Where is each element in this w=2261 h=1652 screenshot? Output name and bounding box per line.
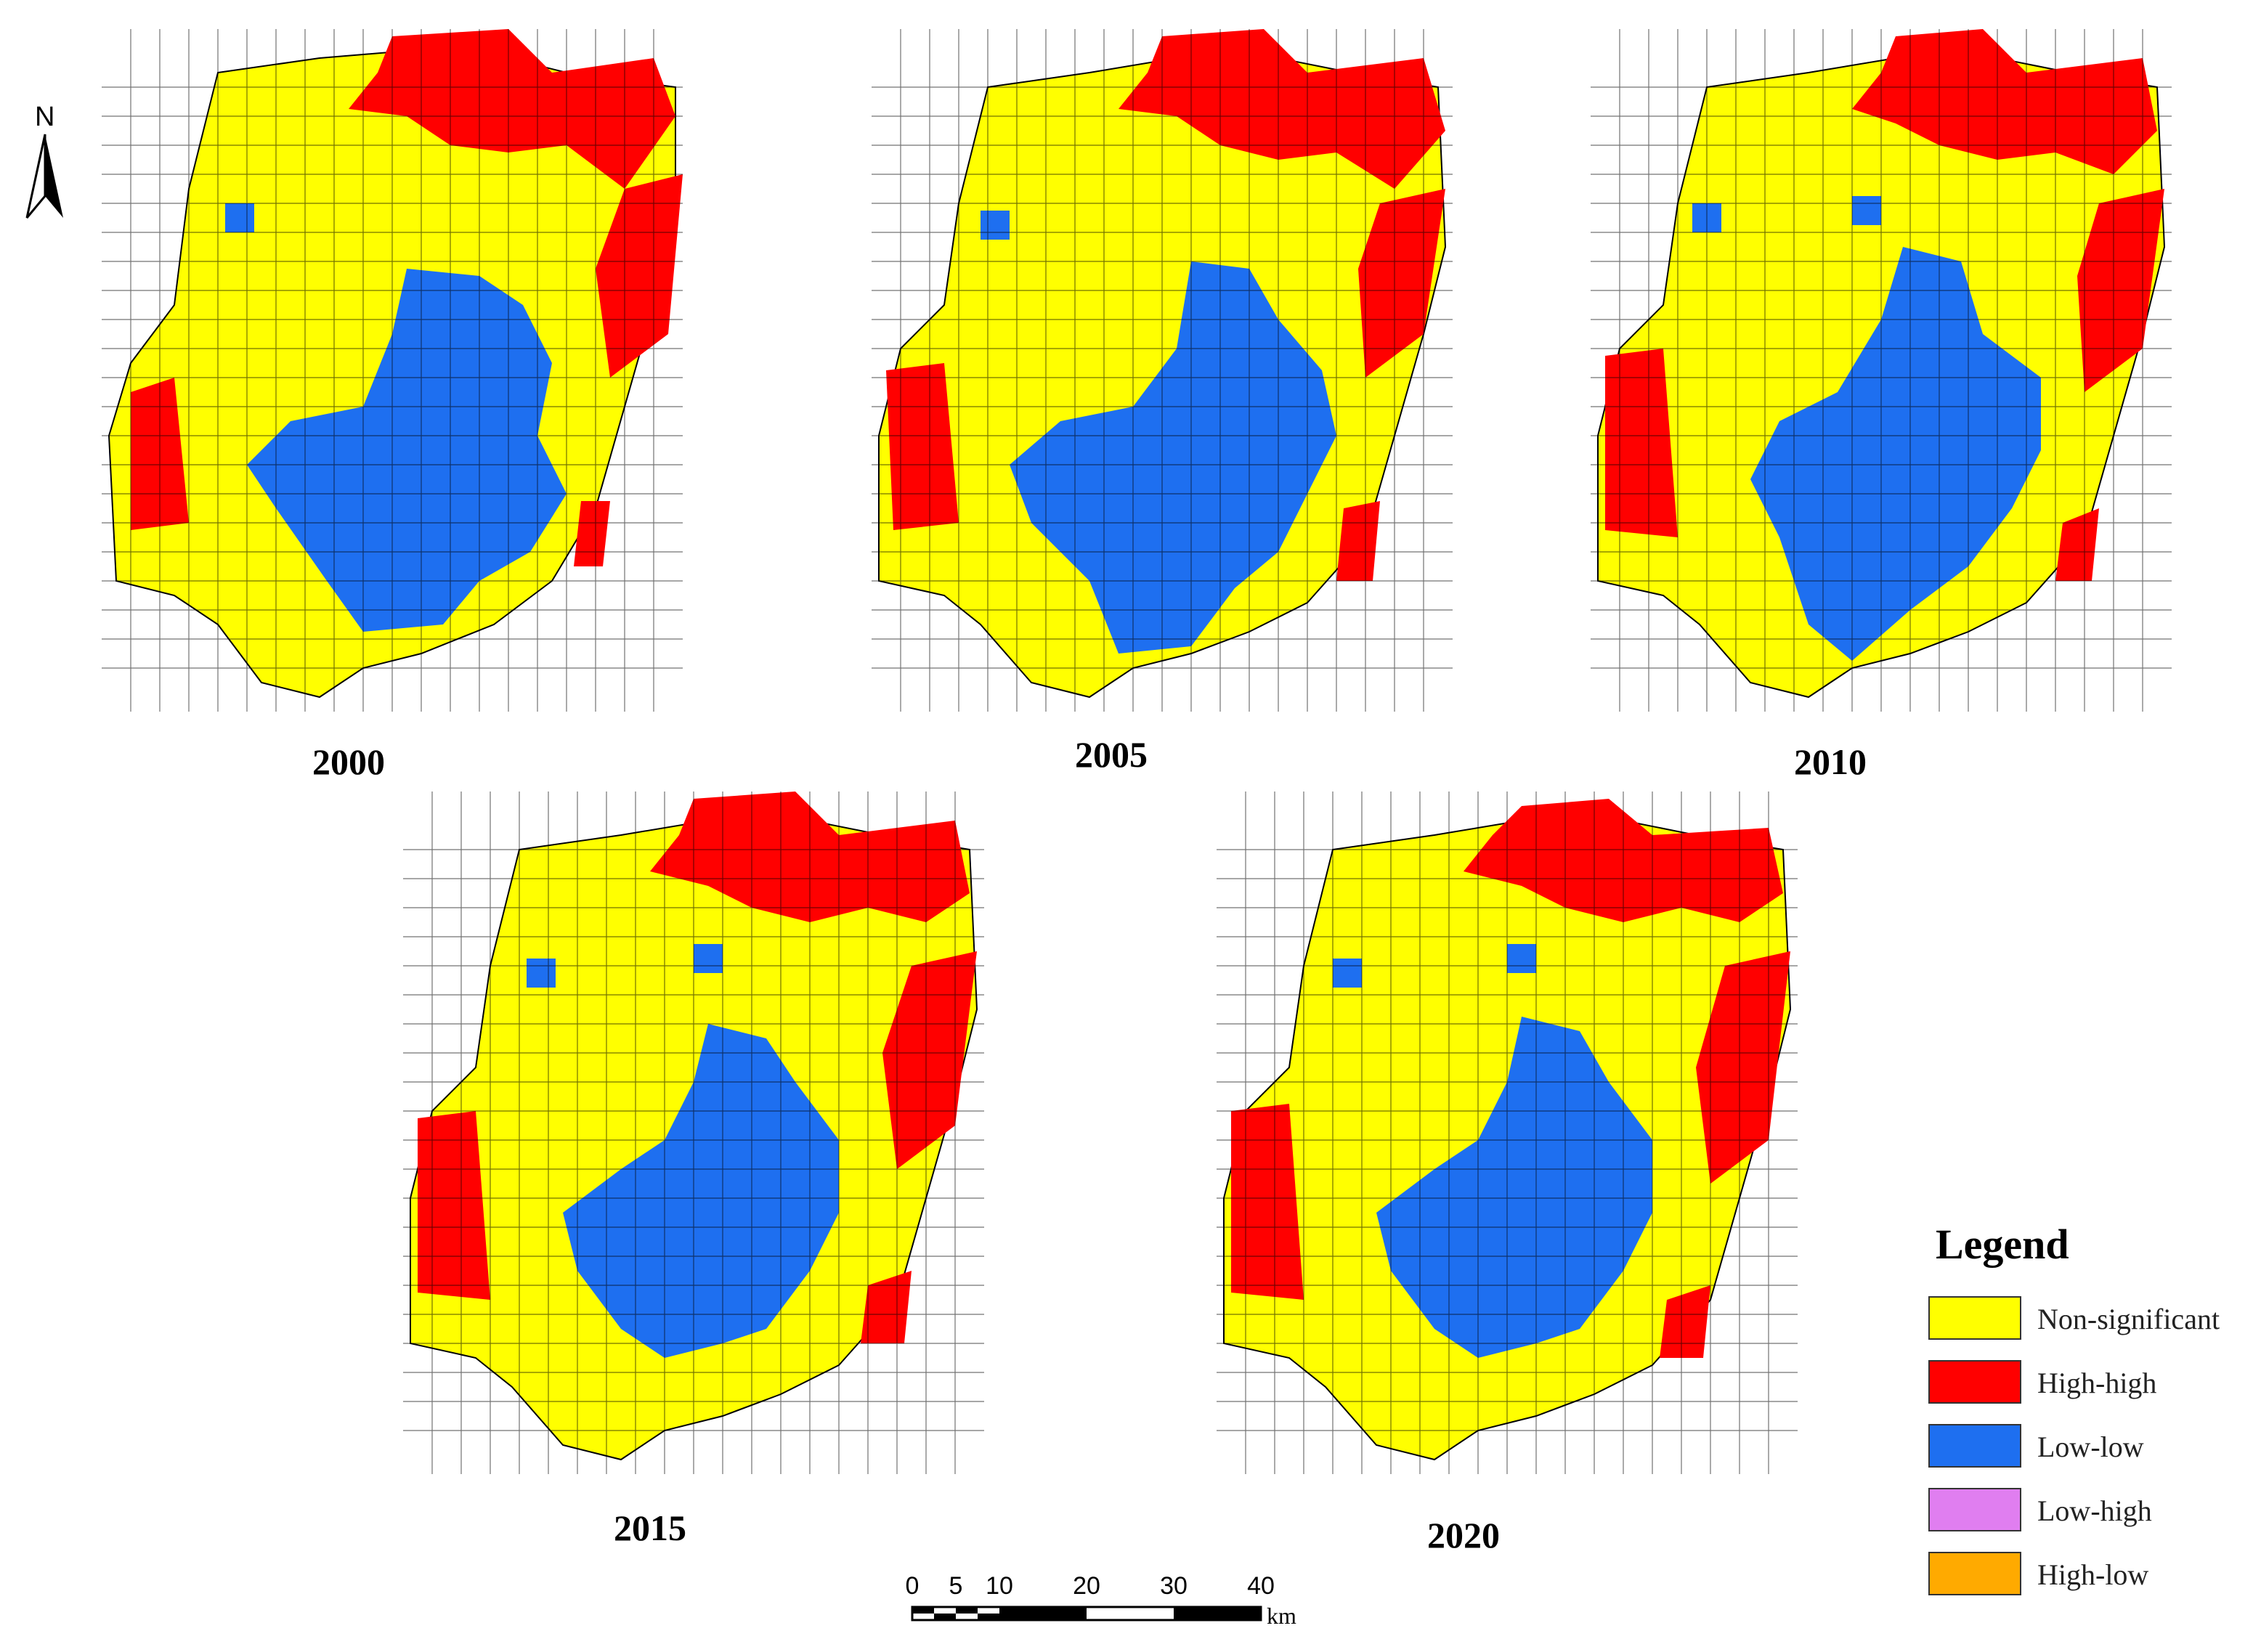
legend-item-low-low: Low-low bbox=[1928, 1424, 2255, 1475]
scale-bar: 0 5 10 20 30 40 km bbox=[901, 1572, 1307, 1645]
scale-tick-30: 30 bbox=[1160, 1572, 1188, 1600]
scale-unit: km bbox=[1267, 1603, 1296, 1629]
year-label-2020: 2020 bbox=[1427, 1515, 1500, 1555]
region-high-high bbox=[886, 29, 1445, 581]
legend-swatch bbox=[1928, 1488, 2021, 1531]
map-2000 bbox=[102, 29, 683, 712]
scale-tick-40: 40 bbox=[1247, 1572, 1275, 1600]
legend-label: Low-low bbox=[2037, 1431, 2144, 1463]
legend-label: Low-high bbox=[2037, 1494, 2152, 1527]
legend-swatch bbox=[1928, 1424, 2021, 1468]
map-panel-2020 bbox=[1217, 792, 1798, 1489]
map-2010 bbox=[1591, 29, 2172, 712]
scale-bar-graphic bbox=[911, 1606, 1262, 1622]
map-panel-2015 bbox=[403, 792, 984, 1489]
map-panel-2010 bbox=[1591, 29, 2172, 726]
map-panel-2000 bbox=[102, 29, 697, 726]
map-2020 bbox=[1217, 792, 1798, 1474]
grid-overlay bbox=[872, 29, 1453, 712]
north-arrow-icon bbox=[25, 134, 63, 219]
north-label: N bbox=[35, 102, 55, 132]
year-label-2015: 2015 bbox=[614, 1507, 686, 1548]
year-label-2000: 2000 bbox=[312, 741, 385, 782]
legend-item-high-high: High-high bbox=[1928, 1360, 2255, 1411]
grid-overlay bbox=[102, 29, 683, 712]
legend-swatch bbox=[1928, 1552, 2021, 1595]
grid-overlay bbox=[1591, 29, 2172, 712]
map-2015 bbox=[403, 792, 984, 1474]
map-panel-2005 bbox=[872, 29, 1467, 726]
map-2005 bbox=[872, 29, 1453, 712]
grid-overlay bbox=[403, 792, 984, 1474]
legend-title: Legend bbox=[1936, 1221, 2069, 1268]
legend-item-low-high: Low-high bbox=[1928, 1488, 2255, 1539]
year-label-2010: 2010 bbox=[1794, 741, 1867, 782]
year-label-2005: 2005 bbox=[1075, 734, 1148, 775]
scale-tick-20: 20 bbox=[1073, 1572, 1100, 1600]
legend-label: High-low bbox=[2037, 1558, 2149, 1591]
grid-overlay bbox=[1217, 792, 1798, 1474]
legend-swatch bbox=[1928, 1360, 2021, 1404]
legend-item-high-low: High-low bbox=[1928, 1552, 2255, 1603]
legend-label: Non-significant bbox=[2037, 1303, 2220, 1335]
scale-tick-5: 5 bbox=[949, 1572, 963, 1600]
scale-tick-0: 0 bbox=[905, 1572, 920, 1600]
legend-swatch bbox=[1928, 1296, 2021, 1340]
legend-item-non-significant: Non-significant bbox=[1928, 1296, 2255, 1347]
legend: Legend Non-significant High-high Low-low… bbox=[1928, 1220, 2255, 1612]
legend-label: High-high bbox=[2037, 1367, 2157, 1399]
scale-tick-10: 10 bbox=[986, 1572, 1013, 1600]
